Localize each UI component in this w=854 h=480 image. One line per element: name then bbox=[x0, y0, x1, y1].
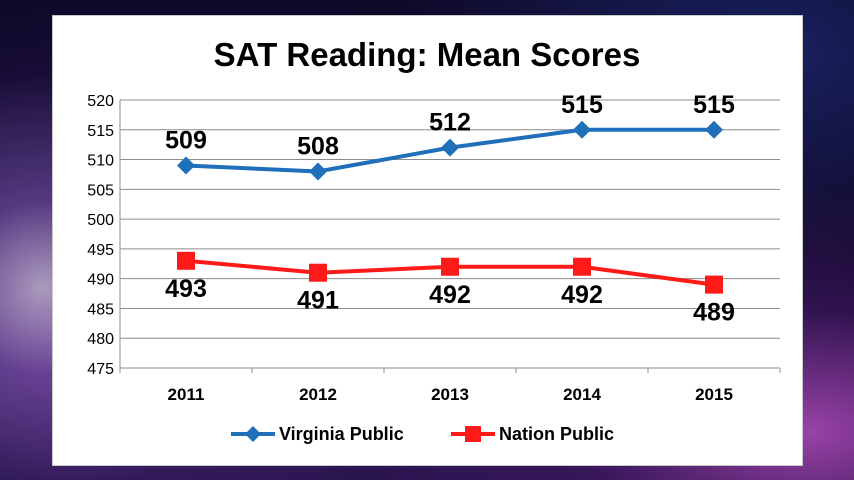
data-point-square bbox=[441, 257, 459, 276]
chart-title: SAT Reading: Mean Scores bbox=[214, 36, 641, 73]
line-chart: SAT Reading: Mean Scores 475 480 485 490 495… bbox=[87, 36, 781, 444]
data-point-diamond bbox=[309, 162, 327, 181]
data-label: 509 bbox=[165, 127, 207, 155]
data-point-square bbox=[177, 251, 195, 270]
x-tick-label: 2014 bbox=[563, 385, 601, 404]
legend-marker-square bbox=[465, 426, 481, 442]
data-labels: 509 508 512 515 515 493 491 492 492 489 bbox=[165, 91, 735, 327]
y-tick-label: 510 bbox=[87, 153, 114, 170]
x-tick-label: 2013 bbox=[431, 385, 469, 404]
legend-label: Virginia Public bbox=[279, 424, 404, 444]
y-tick-label: 520 bbox=[87, 93, 114, 110]
legend: Virginia Public Nation Public bbox=[231, 424, 614, 444]
data-label: 515 bbox=[561, 91, 603, 119]
y-tick-label: 500 bbox=[87, 212, 114, 229]
data-point-diamond bbox=[705, 120, 723, 139]
data-label: 492 bbox=[561, 281, 603, 309]
y-tick-label: 480 bbox=[87, 331, 114, 348]
data-label: 512 bbox=[429, 109, 471, 137]
data-point-square bbox=[309, 263, 327, 282]
data-label: 515 bbox=[693, 91, 735, 119]
y-tick-label: 495 bbox=[87, 242, 114, 259]
data-point-diamond bbox=[573, 120, 591, 139]
data-point-diamond bbox=[441, 138, 459, 157]
y-axis-ticks: 475 480 485 490 495 500 505 510 515 520 bbox=[87, 93, 114, 378]
y-tick-label: 505 bbox=[87, 182, 114, 199]
y-tick-label: 485 bbox=[87, 301, 114, 318]
gridlines bbox=[119, 99, 781, 373]
y-tick-label: 515 bbox=[87, 123, 114, 140]
data-label: 491 bbox=[297, 287, 339, 315]
data-point-square bbox=[705, 275, 723, 294]
x-tick-label: 2011 bbox=[168, 385, 205, 404]
x-axis-ticks: 2011 2012 2013 2014 2015 bbox=[168, 385, 733, 404]
data-point-diamond bbox=[177, 156, 195, 175]
y-tick-label: 490 bbox=[87, 272, 114, 289]
data-point-square bbox=[573, 257, 591, 276]
legend-label: Nation Public bbox=[499, 424, 614, 444]
series-layer bbox=[177, 120, 723, 294]
data-label: 508 bbox=[297, 132, 339, 160]
data-label: 489 bbox=[693, 299, 735, 327]
data-label: 493 bbox=[165, 275, 207, 303]
x-tick-label: 2015 bbox=[695, 385, 733, 404]
data-label: 492 bbox=[429, 281, 471, 309]
x-tick-label: 2012 bbox=[299, 385, 337, 404]
y-tick-label: 475 bbox=[87, 361, 114, 378]
chart-panel: SAT Reading: Mean Scores 475 480 485 490 495… bbox=[52, 15, 803, 466]
legend-marker-diamond bbox=[245, 426, 261, 442]
